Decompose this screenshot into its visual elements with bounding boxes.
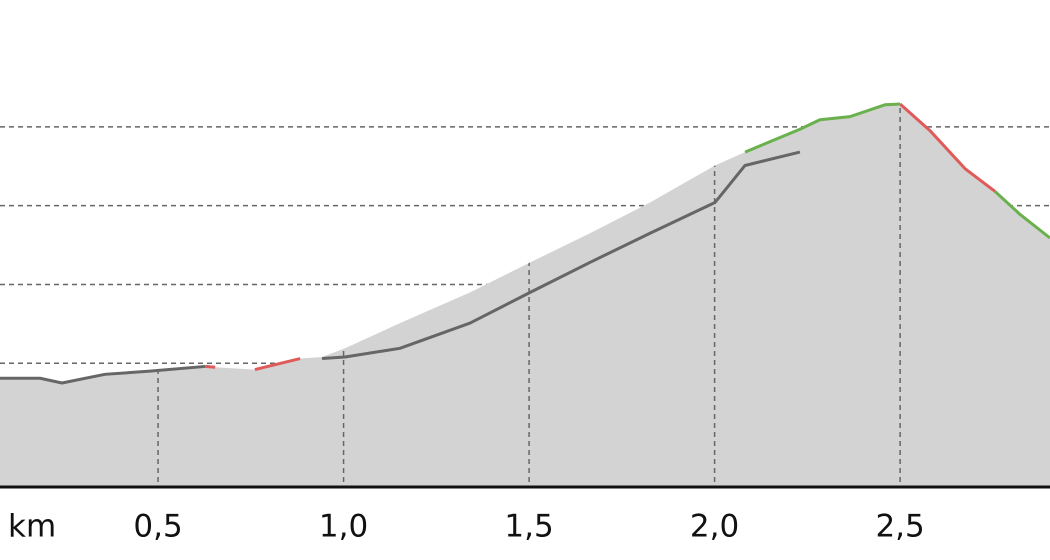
profile-line [205, 364, 216, 369]
x-tick-label: 1,5 [504, 509, 553, 545]
profile-line [0, 150, 801, 385]
profile-line [254, 357, 301, 372]
profile-line [994, 190, 1050, 240]
x-tick-label: 2,5 [875, 509, 924, 545]
profile-line [899, 102, 996, 193]
x-tick-label: 0,5 [133, 509, 182, 545]
x-axis-label: km [8, 509, 56, 545]
x-tick-label: 1,0 [319, 509, 368, 545]
x-tick-label: 2,0 [690, 509, 739, 545]
profile-line [744, 102, 901, 154]
